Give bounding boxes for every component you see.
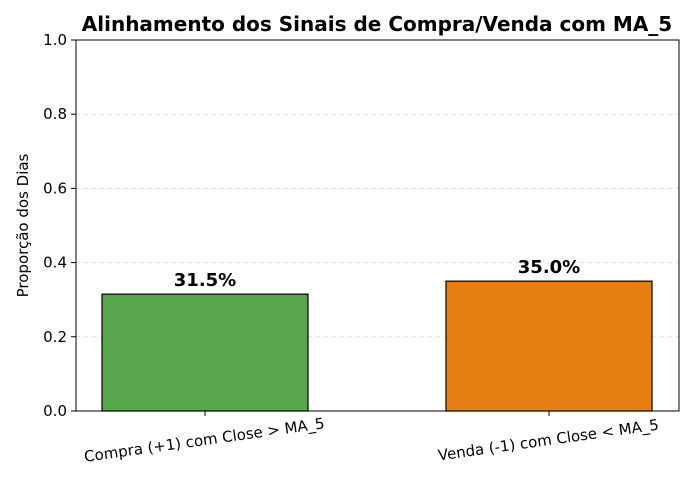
data-label: 35.0% [518,257,580,278]
y-tick-label: 1.0 [43,31,67,49]
x-tick-label: Compra (+1) com Close > MA_5 [83,414,326,467]
y-tick-label: 0.0 [43,402,67,420]
x-tick-label: Venda (-1) com Close < MA_5 [437,416,660,466]
chart-title: Alinhamento dos Sinais de Compra/Venda c… [82,12,672,36]
y-tick-label: 0.4 [43,254,67,272]
data-labels: 31.5% 35.0% [174,257,580,291]
y-axis-ticks: 0.0 0.2 0.4 0.6 0.8 1.0 [43,31,76,420]
y-axis-label: Proporção dos Dias [14,153,32,297]
x-axis-ticks: Compra (+1) com Close > MA_5 Venda (-1) c… [83,411,660,467]
y-tick-label: 0.8 [43,105,67,123]
y-tick-label: 0.6 [43,179,67,197]
data-label: 31.5% [174,270,236,291]
bar [445,280,653,412]
plot-frame [75,39,680,412]
y-tick-label: 0.2 [43,328,67,346]
bar [101,293,309,412]
bars [101,280,653,412]
